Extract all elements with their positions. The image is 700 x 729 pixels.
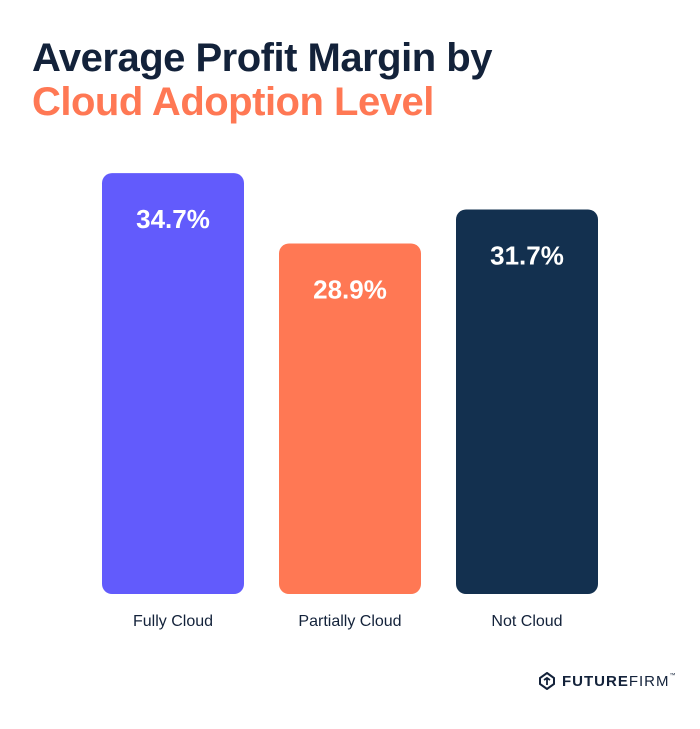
category-label: Partially Cloud (298, 613, 401, 630)
data-label: 34.7% (136, 204, 210, 234)
bar-fully-cloud (102, 173, 244, 595)
logo-mark-icon (539, 672, 555, 690)
futurefirm-logo: FUTUREFIRM™ (538, 672, 677, 690)
data-label: 31.7% (490, 240, 564, 270)
bar-partially-cloud (279, 243, 421, 594)
category-label: Not Cloud (491, 613, 562, 630)
category-label: Fully Cloud (133, 613, 213, 630)
title-line-2: Cloud Adoption Level (32, 80, 434, 124)
chart-title: Average Profit Margin by Cloud Adoption … (32, 36, 492, 124)
bar-not-cloud (456, 209, 598, 594)
data-label: 28.9% (313, 274, 387, 304)
title-line-1: Average Profit Margin by (32, 36, 492, 80)
